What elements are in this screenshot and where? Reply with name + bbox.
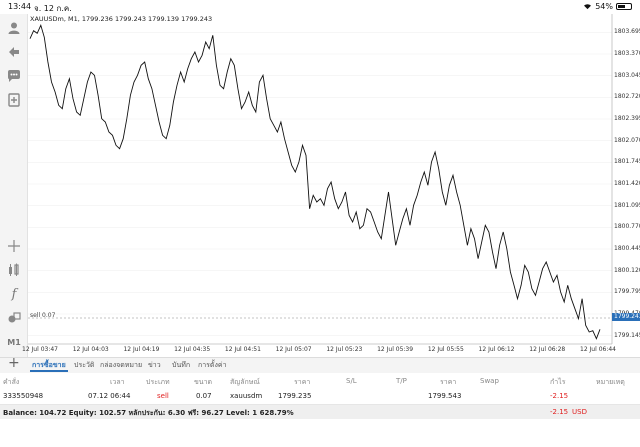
- chart-title: XAUUSDm, M1, 1799.236 1799.243 1799.139 …: [30, 15, 213, 23]
- x-tick-label: 12 Jul 05:55: [427, 346, 464, 353]
- y-tick-label: 1799.145: [614, 331, 640, 339]
- battery-icon: [616, 3, 632, 10]
- indicators-icon[interactable]: [4, 260, 24, 280]
- bottom-tab-bar: [0, 357, 640, 373]
- order-current-price: 1799.543: [428, 392, 462, 400]
- y-tick-label: 1802.720: [614, 93, 640, 101]
- y-tick-label: 1801.095: [614, 201, 640, 209]
- x-tick-label: 12 Jul 05:39: [377, 346, 414, 353]
- y-tick-label: 1803.370: [614, 50, 640, 57]
- chart-grid: [28, 32, 612, 336]
- header-profit: กำไร: [550, 378, 566, 386]
- crosshair-icon[interactable]: [4, 236, 24, 256]
- y-tick-label: 1799.795: [614, 288, 640, 296]
- y-tick-label: 1800.770: [614, 223, 640, 231]
- y-tick-label: 1803.045: [614, 71, 640, 79]
- timeframe-icon[interactable]: M1: [7, 337, 21, 347]
- y-tick-label: 1800.445: [614, 245, 640, 252]
- add-icon[interactable]: +: [8, 355, 20, 371]
- tab-news[interactable]: ข่าว: [148, 361, 161, 369]
- tab-trade[interactable]: การซื้อขาย: [32, 361, 66, 369]
- profit-currency: USD: [572, 408, 587, 416]
- header-tp: T/P: [396, 377, 407, 385]
- order-time: 07.12 06:44: [88, 392, 131, 400]
- x-tick-label: 12 Jul 06:44: [580, 346, 616, 353]
- x-tick-label: 12 Jul 06:12: [478, 346, 515, 353]
- y-tick-label: 1801.745: [614, 158, 640, 166]
- chart-area[interactable]: [28, 14, 612, 357]
- tab-journal[interactable]: บันทึก: [172, 361, 191, 369]
- y-tick-label: 1803.695: [614, 28, 640, 36]
- status-date: จ. 12 ก.ค.: [34, 4, 72, 13]
- order-symbol: xauusdm: [230, 392, 263, 400]
- tab-mailbox[interactable]: กล่องจดหมาย: [100, 361, 143, 369]
- status-time: 13:44: [8, 2, 32, 11]
- x-tick-label: 12 Jul 04:19: [123, 346, 160, 353]
- header-order: คำสั่ง: [3, 378, 20, 386]
- x-tick-label: 12 Jul 04:51: [224, 346, 261, 353]
- x-tick-label: 12 Jul 05:07: [275, 346, 312, 353]
- x-tick-label: 12 Jul 03:47: [22, 346, 58, 353]
- y-tick-label: 1802.395: [614, 115, 640, 122]
- header-comment: หมายเหตุ: [596, 378, 625, 386]
- status-bar: 13:44 จ. 12 ก.ค. 54%: [0, 0, 640, 14]
- y-tick-label: 1802.070: [614, 136, 640, 144]
- function-icon[interactable]: f: [11, 286, 17, 302]
- header-size: ขนาด: [194, 378, 213, 386]
- x-tick-label: 12 Jul 06:28: [529, 346, 566, 353]
- y-tick-label: 1801.420: [614, 180, 640, 187]
- add-document-icon[interactable]: [4, 90, 24, 110]
- x-tick-label: 12 Jul 04:35: [174, 346, 211, 353]
- tab-history[interactable]: ประวัติ: [74, 361, 95, 369]
- header-time: เวลา: [110, 378, 125, 386]
- order-open-price: 1799.235: [278, 392, 312, 400]
- x-tick-label: 12 Jul 04:03: [72, 346, 109, 353]
- sell-order-label[interactable]: sell 0.07: [30, 312, 56, 319]
- wifi-icon: [584, 4, 592, 10]
- account-summary: Balance: 104.72 Equity: 102.57 หลักประกั…: [3, 409, 294, 417]
- y-tick-label: 1800.120: [614, 266, 640, 274]
- tab-settings[interactable]: การตั้งค่า: [198, 361, 227, 369]
- current-price-tag: 1799.243: [612, 313, 640, 321]
- status-battery: 54%: [583, 2, 632, 11]
- order-size: 0.07: [196, 392, 212, 400]
- header-type: ประเภท: [146, 378, 170, 386]
- battery-percent: 54%: [595, 2, 613, 11]
- chat-icon[interactable]: [4, 66, 24, 86]
- header-sl: S/L: [346, 377, 357, 385]
- active-tab-indicator: [30, 370, 68, 372]
- balance-bar: [0, 405, 640, 419]
- order-number[interactable]: 333550948: [3, 392, 44, 400]
- x-tick-label: 12 Jul 05:23: [326, 346, 363, 353]
- total-profit: -2.15: [550, 408, 569, 416]
- order-profit: -2.15: [550, 392, 569, 400]
- header-symbol: สัญลักษณ์: [230, 378, 260, 386]
- user-icon[interactable]: [4, 18, 24, 38]
- left-toolbar: f M1: [0, 14, 28, 357]
- header-swap: Swap: [480, 377, 499, 385]
- header-open-price: ราคา: [294, 378, 311, 386]
- row-divider: [0, 404, 640, 405]
- buy-sell-icon[interactable]: [4, 42, 24, 62]
- objects-icon[interactable]: [4, 308, 24, 328]
- price-series-line: [29, 24, 601, 340]
- order-type: sell: [157, 392, 169, 400]
- header-current-price: ราคา: [440, 378, 457, 386]
